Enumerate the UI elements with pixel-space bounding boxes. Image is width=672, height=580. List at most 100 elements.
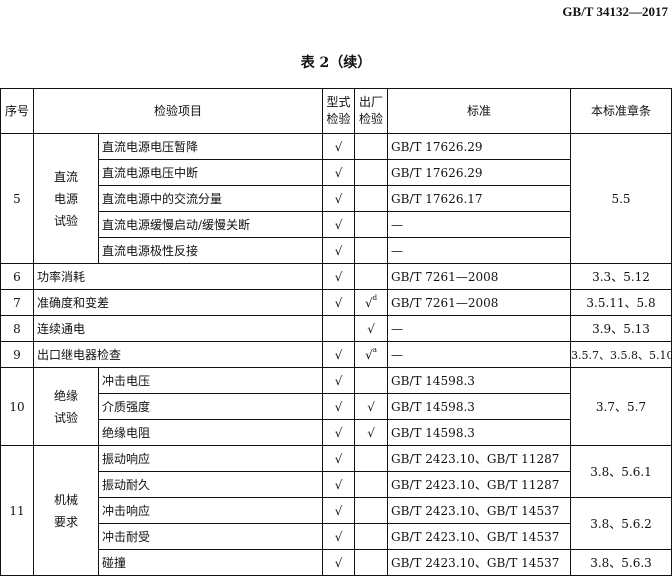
table-row: 直流电源电压中断 √ GB/T 17626.29 [1, 159, 672, 186]
test-item: 连续通电 [32, 315, 324, 342]
type-test-mark: √ [322, 263, 356, 290]
factory-test-mark [354, 211, 389, 238]
factory-check: √ [367, 399, 375, 414]
row-number: 8 [0, 315, 34, 342]
table-row: 振动耐久 √ GB/T 2423.10、GB/T 11287 [1, 471, 672, 498]
type-test-mark: √ [322, 133, 356, 160]
factory-test-mark: √ [354, 315, 389, 342]
table-row: 冲击响应 √ GB/T 2423.10、GB/T 14537 3.8、5.6.2 [1, 497, 672, 550]
table-row: 直流电源缓慢启动/缓慢关断 √ — [1, 211, 672, 238]
table-row: 6 功率消耗 √ GB/T 7261—2008 3.3、5.12 [0, 263, 672, 290]
table-row: 11 机械 要求 振动响应 √ GB/T 2423.10、GB/T 11287 3.8、5… [0, 445, 672, 576]
clause-ref: 5.5 [570, 133, 672, 264]
type-test-mark: √ [322, 341, 356, 368]
document-number: GB/T 34132—2017 [562, 4, 668, 19]
table-row: 7 准确度和变差 √ √d GB/T 7261—2008 3.5.11、5.8 [0, 289, 672, 316]
test-group: 机械 要求 [33, 445, 99, 576]
standard-ref: GB/T 17626.17 [387, 185, 572, 212]
standard-ref: GB/T 17626.29 [387, 159, 572, 186]
test-item: 碰撞 [97, 549, 324, 576]
test-item: 直流电源缓慢启动/缓慢关断 [97, 211, 324, 238]
row-number: 9 [0, 341, 34, 368]
test-item: 功率消耗 [32, 263, 324, 290]
table-row: 碰撞 √ GB/T 2423.10、GB/T 14537 3.8、5.6.3 [1, 549, 672, 576]
test-item: 冲击耐受 [97, 523, 324, 550]
test-item: 介质强度 [97, 393, 324, 420]
table-title: 表 2（续） [300, 55, 372, 71]
table-row: 9 出口继电器检查 √ √a —3.5.7、3.5.8、5.10 [0, 341, 672, 368]
standard-ref: GB/T 7261—2008 [387, 289, 572, 316]
factory-test-mark [354, 523, 389, 550]
clause-ref: 3.5.11、5.8 [570, 289, 672, 316]
standard-ref: GB/T 2423.10、GB/T 14537 [387, 523, 572, 550]
row-number: 10 [0, 367, 34, 446]
standard-ref: GB/T 14598.3 [387, 393, 572, 420]
header-factory-test: 出厂 检验 [354, 88, 389, 134]
factory-test-mark: √a [354, 341, 389, 368]
test-group: 绝缘 试验 [33, 367, 99, 446]
factory-test-mark [354, 185, 389, 212]
header-no: 序号 [0, 88, 34, 134]
table-row: 10 绝缘 试验 冲击电压 √ GB/T 14598.3 3.7、5.7 [0, 367, 672, 446]
test-item: 振动响应 [97, 445, 324, 472]
standard-ref: — [387, 211, 572, 238]
standard-ref: — [387, 341, 572, 368]
table-row: 8 连续通电 √ —3.9、5.13 [0, 315, 672, 342]
test-item: 冲击电压 [97, 367, 324, 394]
factory-test-mark [354, 549, 389, 576]
footnote-mark: a [372, 345, 377, 354]
standard-ref: — [387, 315, 572, 342]
type-test-mark: √ [322, 523, 356, 550]
clause-ref: 3.5.7、3.5.8、5.10 [570, 341, 672, 368]
standard-ref: GB/T 2423.10、GB/T 14537 [387, 497, 572, 524]
footnote-mark: d [372, 293, 378, 302]
type-test-mark: √ [322, 445, 356, 472]
standard-ref: GB/T 2423.10、GB/T 11287 [387, 445, 572, 472]
clause-ref: 3.8、5.6.2 [570, 497, 672, 550]
test-item: 出口继电器检查 [32, 341, 324, 368]
type-test-mark: √ [322, 185, 356, 212]
factory-test-mark [354, 263, 389, 290]
row-number: 6 [0, 263, 34, 290]
type-test-mark [322, 315, 356, 342]
test-item: 准确度和变差 [32, 289, 324, 316]
factory-check: √ [364, 295, 373, 310]
type-test-mark: √ [322, 549, 356, 576]
test-item: 直流电源电压暂降 [97, 133, 324, 160]
clause-ref: 3.8、5.6.3 [570, 549, 672, 576]
factory-test-mark: √d [354, 289, 389, 316]
clause-ref: 3.3、5.12 [570, 263, 672, 290]
standard-ref: GB/T 17626.29 [387, 133, 572, 160]
factory-test-mark [354, 497, 389, 524]
row-number: 7 [0, 289, 34, 316]
factory-test-mark [354, 237, 389, 264]
factory-check: √ [365, 347, 373, 362]
type-test-mark: √ [322, 159, 356, 186]
header-row: 序号 检验项目 型式 检验 出厂 检验 标准 本标准章条 [0, 88, 672, 134]
type-test-mark: √ [322, 393, 356, 420]
type-test-mark: √ [322, 497, 356, 524]
table-row: 介质强度 √ √ GB/T 14598.3 [1, 393, 672, 420]
type-test-mark: √ [322, 211, 356, 238]
factory-test-mark [354, 367, 389, 394]
test-item: 绝缘电阻 [97, 419, 324, 446]
header-clause: 本标准章条 [570, 88, 672, 134]
clause-ref: 3.8、5.6.1 [570, 445, 672, 498]
factory-check: √ [367, 321, 375, 336]
factory-test-mark [354, 445, 389, 472]
clause-ref: 3.7、5.7 [570, 367, 672, 446]
standard-ref: GB/T 7261—2008 [387, 263, 572, 290]
test-item: 振动耐久 [97, 471, 324, 498]
factory-test-mark [354, 159, 389, 186]
test-item: 冲击响应 [97, 497, 324, 524]
standard-ref: — [387, 237, 572, 264]
test-item: 直流电源电压中断 [97, 159, 324, 186]
standard-ref: GB/T 2423.10、GB/T 14537 [387, 549, 572, 576]
factory-check: √ [367, 425, 375, 440]
type-test-mark: √ [322, 471, 356, 498]
test-item: 直流电源极性反接 [97, 237, 324, 264]
factory-test-mark: √ [354, 393, 389, 420]
factory-test-mark [354, 471, 389, 498]
header-item: 检验项目 [32, 88, 324, 134]
row-number: 11 [0, 445, 34, 576]
